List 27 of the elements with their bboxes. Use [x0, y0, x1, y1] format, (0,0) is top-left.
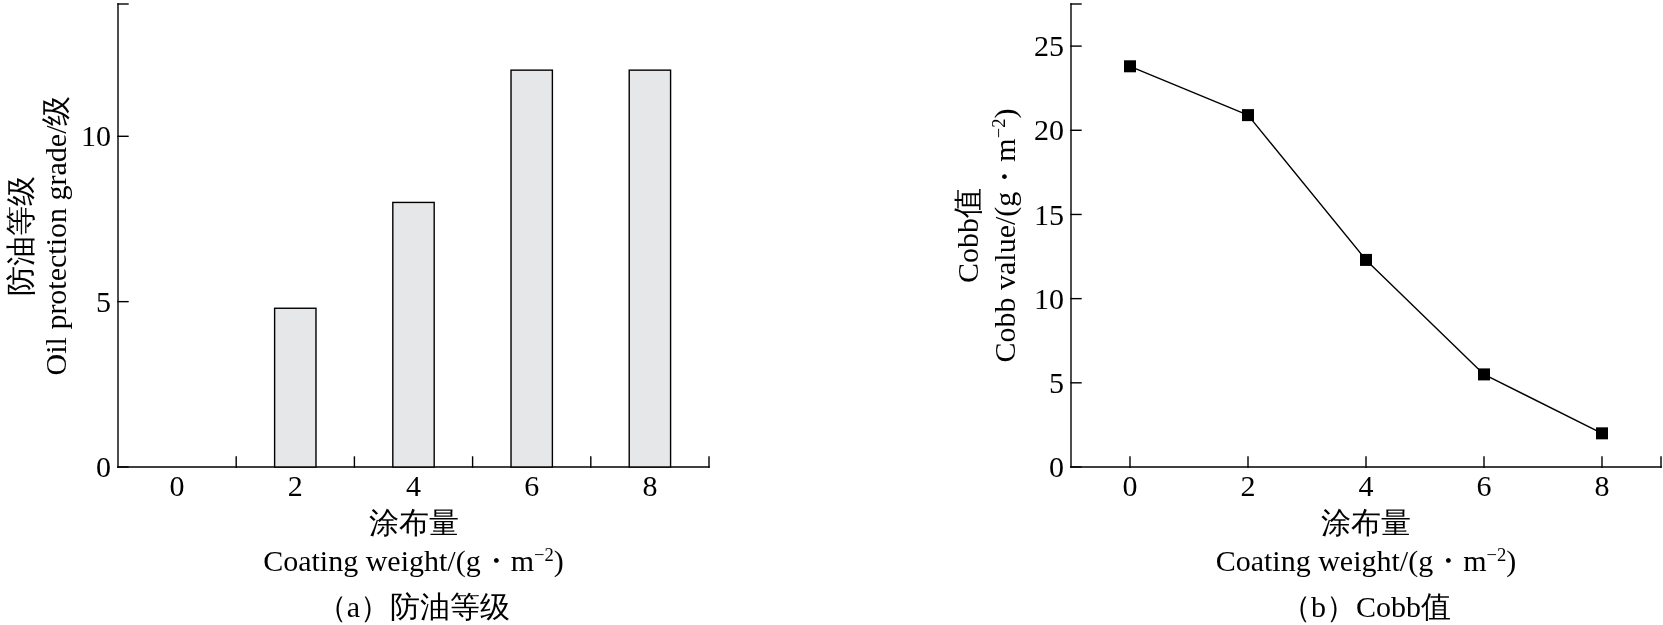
- point: [1360, 253, 1372, 266]
- y-tick-label: 15: [1034, 197, 1064, 231]
- y-tick-label: 5: [1049, 366, 1064, 400]
- point: [1596, 427, 1608, 440]
- y-tick-label: 20: [1034, 113, 1064, 147]
- point: [1124, 60, 1136, 73]
- x-tick-label: 8: [1594, 469, 1610, 502]
- y-tick-label: 5: [96, 284, 111, 318]
- point: [1478, 368, 1490, 381]
- x-tick-label: 6: [524, 469, 540, 502]
- y-axis-title: 防油等级 Oil protection grade/级: [4, 95, 72, 376]
- x-tick-label: 2: [287, 469, 303, 502]
- point: [1242, 109, 1254, 122]
- x-tick-label: 4: [406, 469, 421, 502]
- y-tick-label: 10: [1034, 281, 1064, 315]
- x-axis-title: 涂布量 Coating weight/(g・m$^{−2}$): [263, 506, 564, 578]
- text: （b）Cobb值: [1280, 590, 1452, 623]
- y-tick-label: 10: [81, 119, 111, 153]
- y-tick-label: 25: [1034, 29, 1064, 63]
- x-tick-label: 8: [642, 469, 658, 502]
- x-tick-label: 6: [1476, 469, 1492, 502]
- x-tick-label: 4: [1358, 469, 1374, 502]
- x-tick-label: 2: [1240, 469, 1256, 502]
- text: （a）防油等级: [316, 590, 511, 623]
- x-axis-title: 涂布量 Coating weight/(g・m$^{−2}$): [1215, 506, 1517, 578]
- x-tick-label: 0: [169, 469, 185, 502]
- x-tick-label: 0: [1122, 469, 1138, 502]
